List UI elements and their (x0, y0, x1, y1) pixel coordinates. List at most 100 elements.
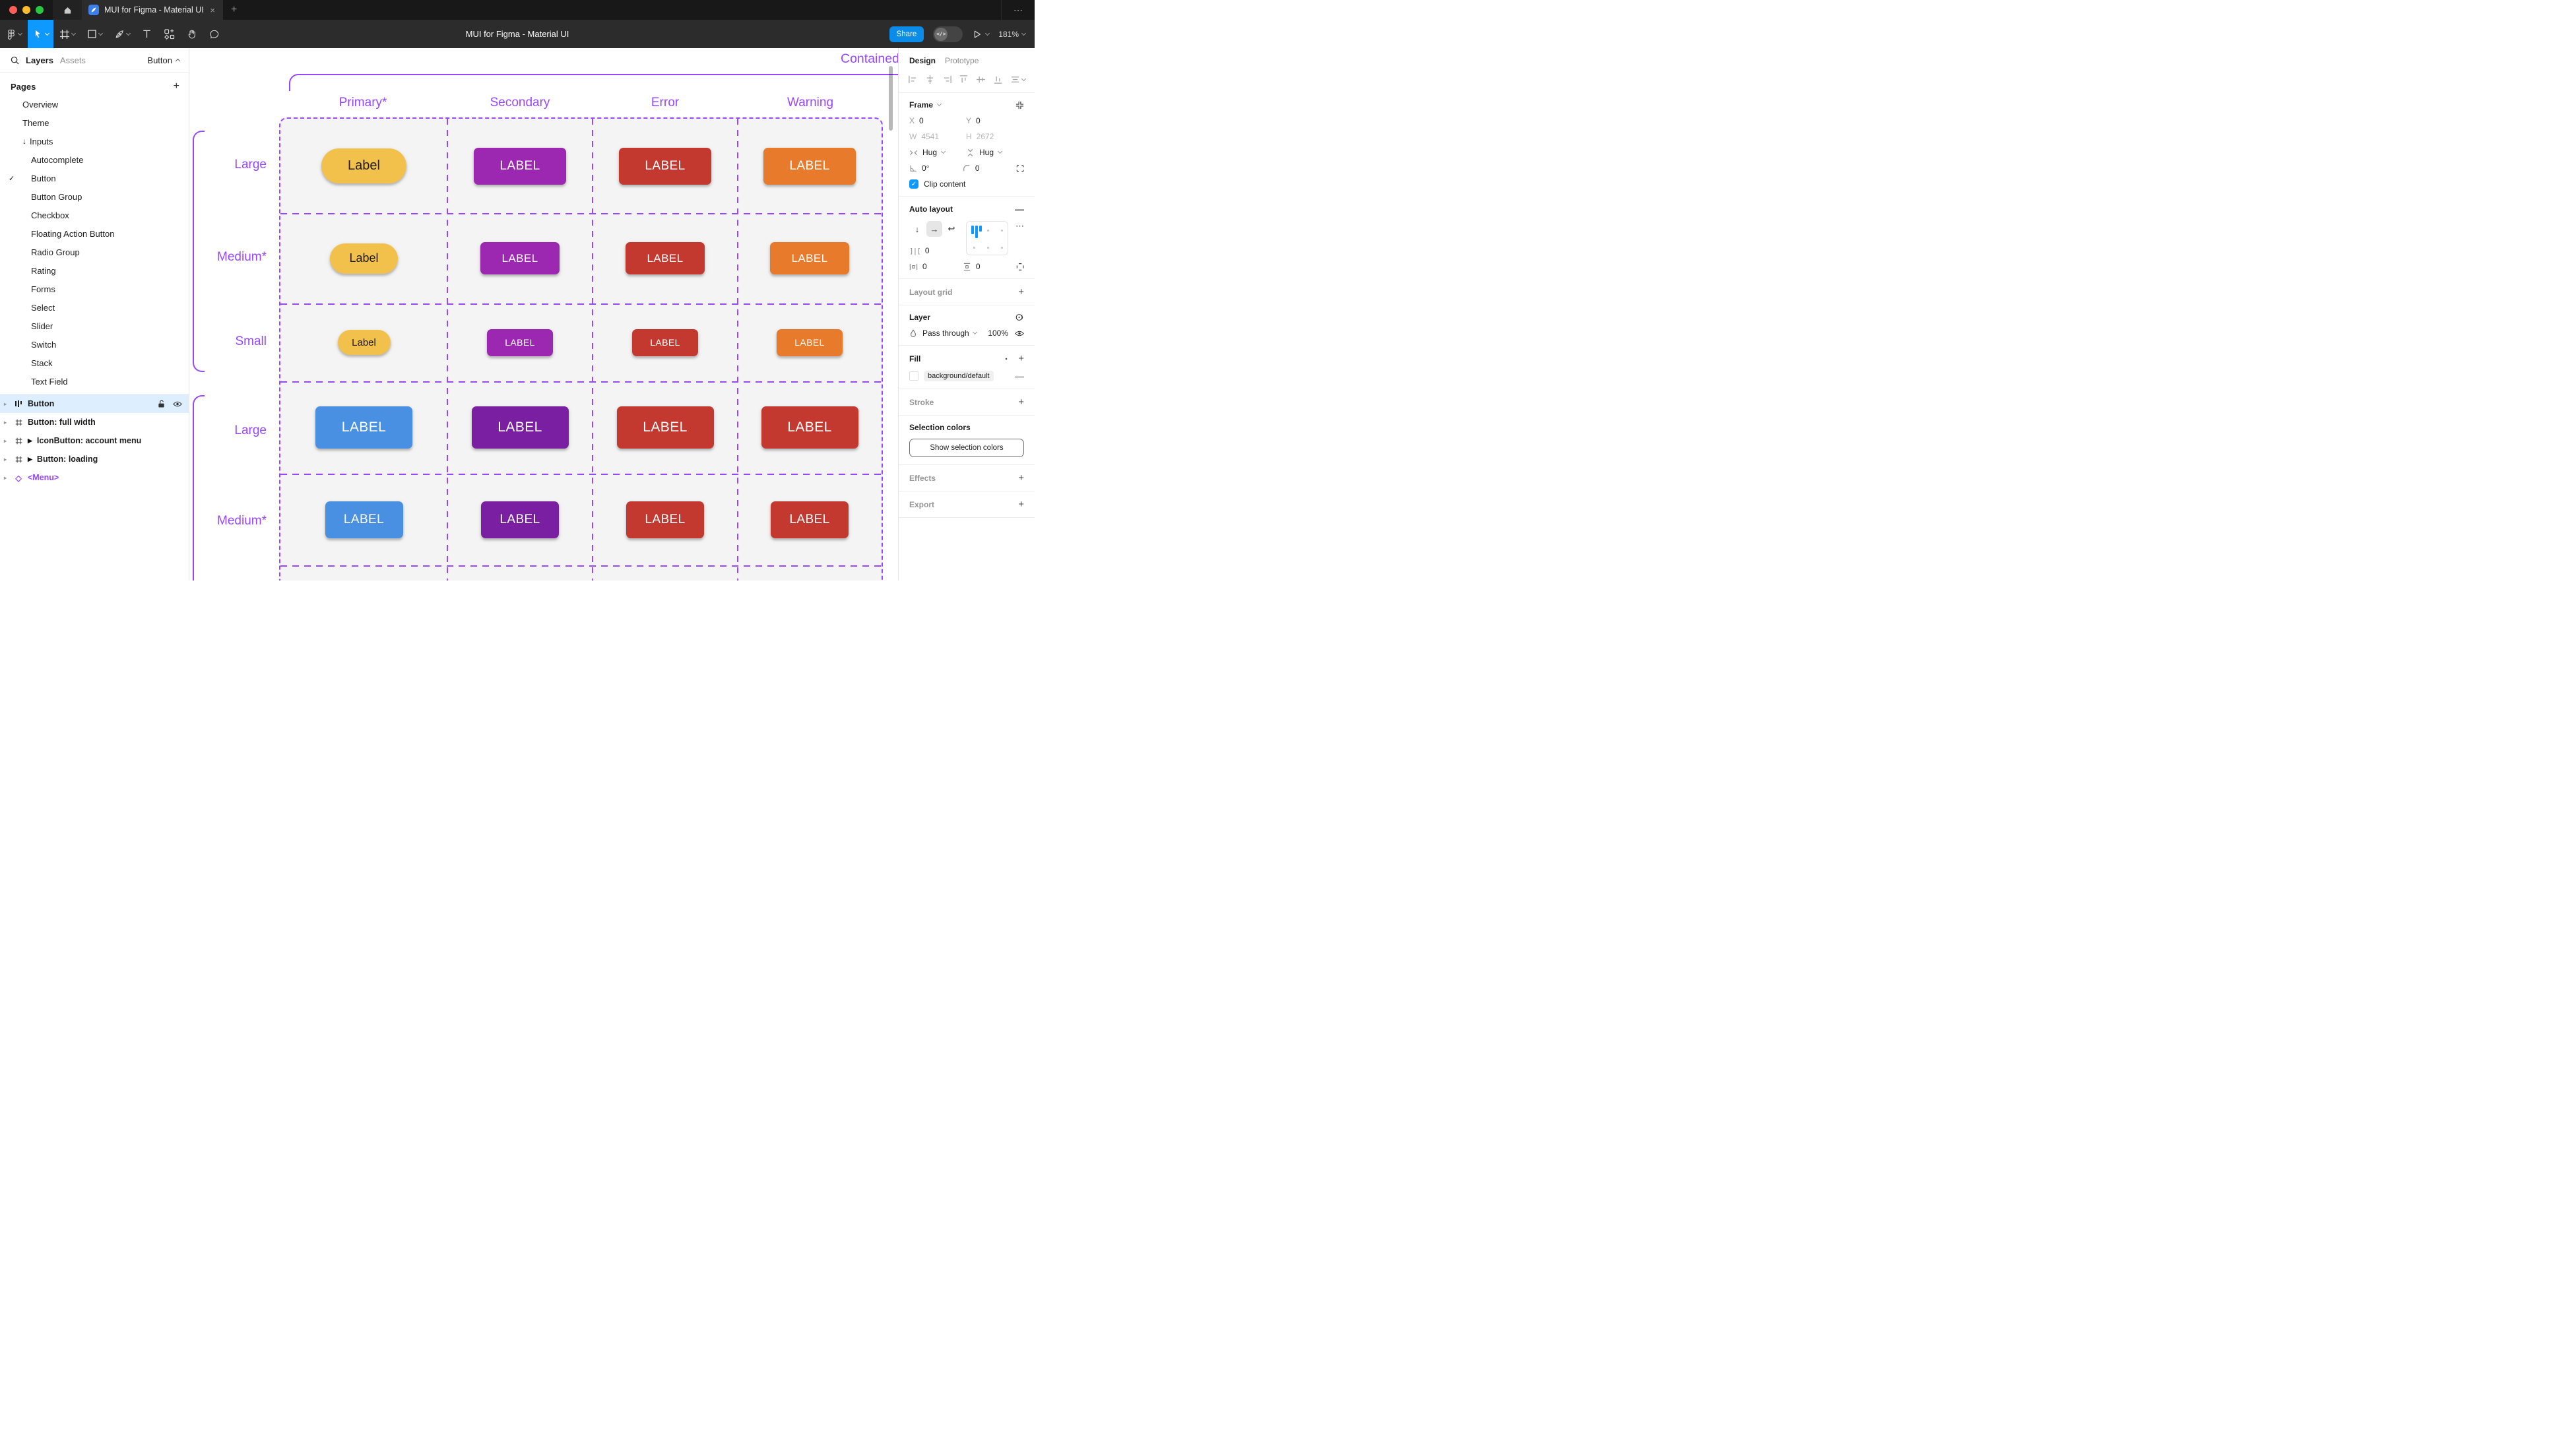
expand-chevron-icon[interactable]: ▸ (4, 456, 7, 462)
align-horizontal-center-icon[interactable] (925, 75, 935, 84)
add-page-button[interactable]: + (173, 80, 179, 92)
tidy-up-dropdown[interactable] (1010, 75, 1027, 84)
resources-tool-button[interactable] (158, 20, 181, 48)
layer-row-button-loading[interactable]: ▸ ▶ Button: loading (4, 455, 98, 464)
unlock-icon[interactable] (158, 400, 165, 408)
blend-mode-icon[interactable] (1015, 313, 1024, 322)
x-input[interactable]: 0 (919, 116, 924, 125)
button-primary-small[interactable]: Label (337, 330, 391, 355)
page-item-checkbox[interactable]: Checkbox (31, 210, 69, 220)
height-input[interactable]: 2672 (976, 132, 994, 141)
individual-padding-icon[interactable] (1016, 263, 1024, 271)
tab-prototype[interactable]: Prototype (945, 56, 979, 65)
file-tab[interactable]: MUI for Figma - Material UI × (82, 0, 223, 20)
independent-corners-icon[interactable] (1016, 164, 1024, 173)
shape-tool-button[interactable] (81, 20, 108, 48)
tab-assets[interactable]: Assets (59, 55, 86, 65)
selection-filter-dropdown[interactable]: Button (147, 55, 181, 65)
fill-color-swatch[interactable] (909, 371, 918, 381)
layer-row-button-full-width[interactable]: ▸ Button: full width (4, 418, 96, 427)
tab-close-icon[interactable]: × (210, 5, 215, 15)
gap-input[interactable]: ]|[ 0 (909, 246, 930, 255)
add-stroke-button[interactable]: + (1018, 396, 1024, 408)
button-warning-large-contained[interactable]: LABEL (761, 406, 858, 449)
main-menu-button[interactable] (0, 20, 28, 48)
align-top-icon[interactable] (959, 75, 969, 84)
add-fill-button[interactable]: + (1018, 353, 1024, 364)
hug-height-dropdown[interactable]: Hug (966, 148, 1023, 157)
window-more-button[interactable]: ⋯ (1001, 0, 1035, 20)
auto-layout-horizontal-button[interactable]: → (926, 221, 942, 237)
auto-layout-wrap-button[interactable]: ↩ (948, 224, 955, 234)
frame-tool-button[interactable] (53, 20, 81, 48)
padding-vertical-input[interactable]: 0 (963, 262, 1016, 271)
button-warning-medium-contained[interactable]: LABEL (771, 501, 849, 538)
layer-row-button[interactable]: ▸ Button (0, 394, 189, 413)
page-item-theme[interactable]: Theme (22, 117, 49, 128)
collapse-frame-icon[interactable] (1015, 101, 1024, 110)
page-item-slider[interactable]: Slider (31, 321, 53, 331)
share-button[interactable]: Share (889, 26, 924, 42)
button-primary-large-contained[interactable]: LABEL (315, 406, 412, 449)
page-item-autocomplete[interactable]: Autocomplete (31, 154, 84, 165)
width-input[interactable]: 4541 (921, 132, 940, 141)
zoom-menu[interactable]: 181% (998, 30, 1027, 39)
fullscreen-window-button[interactable] (36, 6, 44, 14)
present-button[interactable] (972, 29, 990, 40)
page-item-rating[interactable]: Rating (31, 265, 56, 276)
page-item-button[interactable]: ✓ Button (9, 173, 56, 183)
canvas-scrollbar[interactable] (889, 66, 893, 131)
align-left-icon[interactable] (908, 75, 918, 84)
auto-layout-vertical-button[interactable]: ↓ (915, 224, 920, 234)
layer-row-iconbutton-account-menu[interactable]: ▸ ▶ IconButton: account menu (4, 436, 142, 445)
page-item-forms[interactable]: Forms (31, 284, 55, 294)
page-item-fab[interactable]: Floating Action Button (31, 228, 115, 239)
button-secondary-small[interactable]: LABEL (487, 329, 553, 356)
page-item-stack[interactable]: Stack (31, 358, 53, 368)
frame-title[interactable]: Contained (841, 51, 898, 66)
comment-tool-button[interactable] (203, 20, 226, 48)
page-item-radio-group[interactable]: Radio Group (31, 247, 80, 257)
auto-layout-more-button[interactable]: ⋯ (1015, 221, 1024, 231)
align-vertical-center-icon[interactable] (976, 75, 986, 84)
remove-fill-button[interactable]: — (1015, 371, 1024, 381)
blend-mode-dropdown[interactable]: Pass through (922, 329, 969, 338)
opacity-input[interactable]: 100% (988, 329, 1008, 338)
visibility-eye-icon[interactable] (173, 400, 182, 408)
minimize-window-button[interactable] (22, 6, 30, 14)
rotation-input[interactable]: 0° (909, 164, 963, 173)
add-export-button[interactable]: + (1018, 499, 1024, 510)
page-item-overview[interactable]: Overview (22, 99, 59, 110)
hand-tool-button[interactable] (181, 20, 203, 48)
new-tab-button[interactable]: + (231, 4, 238, 15)
search-icon[interactable] (11, 56, 19, 65)
button-secondary-medium[interactable]: LABEL (480, 242, 560, 274)
button-secondary-medium-contained[interactable]: LABEL (481, 501, 559, 538)
expand-chevron-icon[interactable]: ▸ (4, 437, 7, 444)
text-tool-button[interactable] (136, 20, 158, 48)
remove-auto-layout-button[interactable]: — (1015, 204, 1024, 214)
home-tab[interactable] (53, 0, 82, 20)
button-warning-small[interactable]: LABEL (777, 329, 843, 356)
button-primary-medium[interactable]: Label (330, 243, 398, 274)
corner-radius-input[interactable]: 0 (963, 164, 1016, 173)
button-error-large[interactable]: LABEL (619, 147, 711, 185)
button-error-small[interactable]: LABEL (632, 329, 698, 356)
frame-section-title[interactable]: Frame (909, 100, 934, 110)
layer-row-menu-instance[interactable]: ▸ ◇ <Menu> (4, 473, 59, 483)
pen-tool-button[interactable] (108, 20, 136, 48)
close-window-button[interactable] (9, 6, 17, 14)
page-item-switch[interactable]: Switch (31, 339, 57, 350)
dev-mode-toggle[interactable]: </> (933, 26, 963, 42)
button-error-medium-contained[interactable]: LABEL (626, 501, 704, 538)
align-bottom-icon[interactable] (993, 75, 1003, 84)
button-secondary-large-contained[interactable]: LABEL (471, 406, 569, 449)
button-error-large-contained[interactable]: LABEL (616, 406, 714, 449)
visibility-eye-icon[interactable] (1015, 330, 1024, 337)
add-layout-grid-button[interactable]: + (1018, 286, 1024, 298)
tab-layers[interactable]: Layers (26, 55, 53, 65)
expand-chevron-icon[interactable]: ▸ (4, 400, 7, 407)
alignment-pad[interactable] (966, 221, 1008, 255)
button-warning-medium[interactable]: LABEL (770, 242, 849, 274)
hug-width-dropdown[interactable]: Hug (909, 148, 966, 157)
